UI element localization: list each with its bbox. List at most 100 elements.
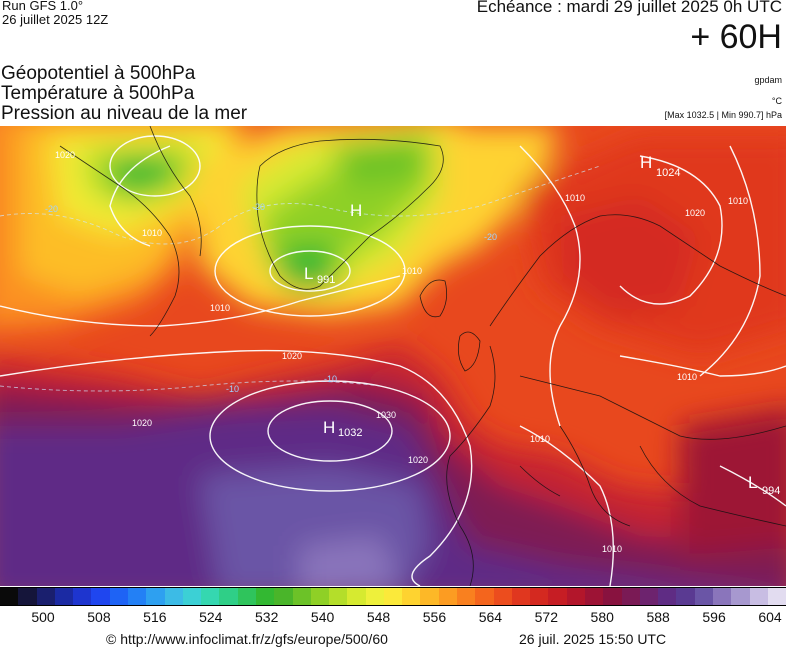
colorbar-tick-label: 580 <box>590 609 614 625</box>
colorbar-swatch <box>566 588 585 605</box>
colorbar-swatch <box>127 588 147 605</box>
render-timestamp: 26 juil. 2025 15:50 UTC <box>519 631 667 647</box>
colorbar-tick-label: 524 <box>199 609 223 625</box>
low-center-letter: L <box>304 264 313 283</box>
colorbar-swatch <box>731 588 750 605</box>
high-center-value: 1024 <box>656 167 680 179</box>
colorbar-swatch <box>621 588 640 605</box>
colorbar-swatch <box>457 588 476 605</box>
colorbar-swatch <box>603 588 622 605</box>
colorbar-swatch <box>18 588 37 605</box>
isobar-label: 1020 <box>55 150 75 160</box>
colorbar-tick-label: 596 <box>702 609 726 625</box>
isobar-label: 1010 <box>402 266 422 276</box>
colorbar-swatch <box>347 588 366 605</box>
colorbar-swatch <box>146 588 165 605</box>
colorbar-swatch <box>255 588 275 605</box>
isobar-label: 1010 <box>530 434 550 444</box>
colorbar-swatch <box>36 588 55 605</box>
isobar-label: 1020 <box>132 418 152 428</box>
colorbar-tick-label: 572 <box>534 609 558 625</box>
colorbar-swatch <box>91 588 110 605</box>
colorbar-swatch <box>749 588 768 605</box>
run-date: 26 juillet 2025 12Z <box>2 12 109 27</box>
isobar-label: 1010 <box>602 544 622 554</box>
colorbar-swatch <box>694 588 713 605</box>
colorbar-swatch <box>438 588 458 605</box>
isotherm-label: -20 <box>484 232 497 242</box>
colorbar-swatch <box>639 588 659 605</box>
colorbar-tick-label: 564 <box>478 609 503 625</box>
colorbar-tick-label: 556 <box>422 609 447 625</box>
colorbar-ticks: 500 508 516 524 532 540 548 556 564 572 580 588 596 6… <box>0 609 786 629</box>
low-center-value: 991 <box>317 274 335 286</box>
isotherm-contours <box>0 165 601 392</box>
colorbar-swatch <box>383 588 403 605</box>
colorbar-swatch <box>274 588 293 605</box>
colorbar <box>0 587 786 606</box>
colorbar-swatch <box>402 588 421 605</box>
colorbar-tick-label: 548 <box>366 609 391 625</box>
colorbar-tick-label: 532 <box>255 609 279 625</box>
isobar-label: 1020 <box>282 351 302 361</box>
colorbar-swatch <box>712 588 732 605</box>
colorbar-swatch <box>54 588 74 605</box>
isotherm-label: -20 <box>252 202 265 212</box>
isobar-label: 1010 <box>677 372 697 382</box>
isobar-label: 1010 <box>142 228 162 238</box>
colorbar-swatch <box>329 588 348 605</box>
isobar-label: 1020 <box>685 208 705 218</box>
high-center-value: 1032 <box>338 427 362 439</box>
colorbar-swatch <box>0 588 19 605</box>
lead-time: + 60H <box>690 18 782 56</box>
low-center-letter: L <box>748 473 757 492</box>
colorbar-tick-label: 500 <box>31 609 55 625</box>
colorbar-swatch <box>182 588 202 605</box>
colorbar-swatch <box>310 588 330 605</box>
forecast-valid-time: Echéance : mardi 29 juillet 2025 0h UTC <box>476 0 782 16</box>
isotherm-label: -10 <box>226 384 239 394</box>
colorbar-swatch <box>219 588 238 605</box>
field-title-pressure: Pression au niveau de la mer <box>1 103 248 124</box>
colorbar-swatch <box>201 588 220 605</box>
colorbar-swatch <box>475 588 494 605</box>
field-title-geopotential: Géopotentiel à 500hPa <box>1 63 196 84</box>
colorbar-swatch <box>493 588 512 605</box>
colorbar-swatch <box>658 588 677 605</box>
isotherm-label: -10 <box>324 374 337 384</box>
colorbar-swatch <box>676 588 695 605</box>
colorbar-swatch <box>585 588 604 605</box>
isotherm-labels: -20 -20 -20 -10 -10 <box>45 202 497 394</box>
colorbar-swatch <box>237 588 256 605</box>
weather-map: 1020 1010 1010 1020 1010 1020 1030 1020 … <box>0 126 786 586</box>
colorbar-swatch <box>420 588 439 605</box>
colorbar-tick-label: 604 <box>758 609 782 625</box>
high-center-letter: H <box>323 418 335 437</box>
isobar-label: 1020 <box>408 455 428 465</box>
colorbar-tick-label: 540 <box>310 609 335 625</box>
pressure-range: [Max 1032.5 | Min 990.7] hPa <box>664 110 782 120</box>
field-title-temperature: Température à 500hPa <box>1 83 195 104</box>
low-center-value: 994 <box>762 485 780 497</box>
colorbar-tick-label: 508 <box>87 609 111 625</box>
colorbar-swatch <box>73 588 92 605</box>
isobar-label: 1030 <box>376 410 396 420</box>
colorbar-swatch <box>365 588 384 605</box>
high-center-letter: H <box>350 201 362 220</box>
isobar-label: 1010 <box>728 196 748 206</box>
unit-geopotential: gpdam <box>754 75 782 85</box>
colorbar-swatch <box>292 588 311 605</box>
geopotential-shading <box>0 126 786 586</box>
colorbar-swatch <box>767 588 786 605</box>
isobar-label: 1010 <box>210 303 230 313</box>
colorbar-tick-label: 516 <box>143 609 167 625</box>
colorbar-swatch <box>511 588 531 605</box>
run-title: Run GFS 1.0° <box>2 0 84 13</box>
isobar-labels: 1020 1010 1010 1020 1010 1020 1030 1020 … <box>55 150 748 554</box>
colorbar-swatch <box>109 588 128 605</box>
isotherm-label: -20 <box>45 204 58 214</box>
colorbar-tick-label: 588 <box>646 609 670 625</box>
isobar-contours <box>0 135 786 586</box>
isobar-label: 1010 <box>565 193 585 203</box>
colorbar-swatch <box>164 588 183 605</box>
